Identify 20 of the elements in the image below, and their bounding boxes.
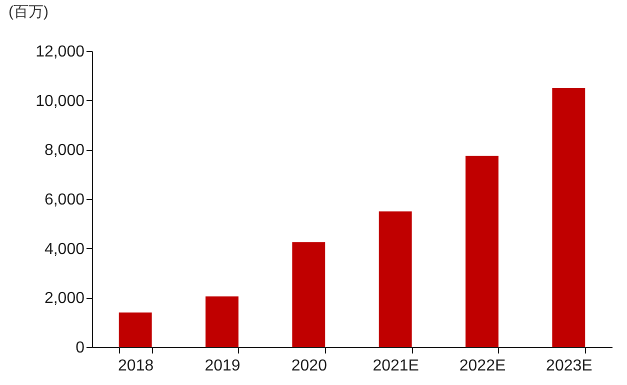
y-tick-label: 10,000 xyxy=(36,92,85,110)
bar xyxy=(466,156,498,347)
y-tick-label: 6,000 xyxy=(44,192,85,208)
bar xyxy=(292,242,326,347)
bar xyxy=(118,312,152,347)
bar xyxy=(378,211,412,347)
x-tick-label: 2022E xyxy=(459,358,506,374)
x-tick-label: 2023E xyxy=(546,358,592,374)
y-axis-title: (百万) xyxy=(8,4,48,20)
y-tick-label: 4,000 xyxy=(44,240,85,258)
x-tick-label: 2019 xyxy=(204,358,240,374)
bar xyxy=(552,88,586,347)
y-tick-label: 12,000 xyxy=(36,44,85,60)
bar xyxy=(206,296,238,347)
x-tick-label: 2020 xyxy=(291,358,328,374)
x-tick-label: 2018 xyxy=(118,358,154,374)
y-tick-label: 8,000 xyxy=(44,142,85,160)
y-tick-label: 2,000 xyxy=(44,290,85,308)
x-tick-label: 2021E xyxy=(372,358,419,374)
y-tick-label: 0 xyxy=(76,340,85,356)
